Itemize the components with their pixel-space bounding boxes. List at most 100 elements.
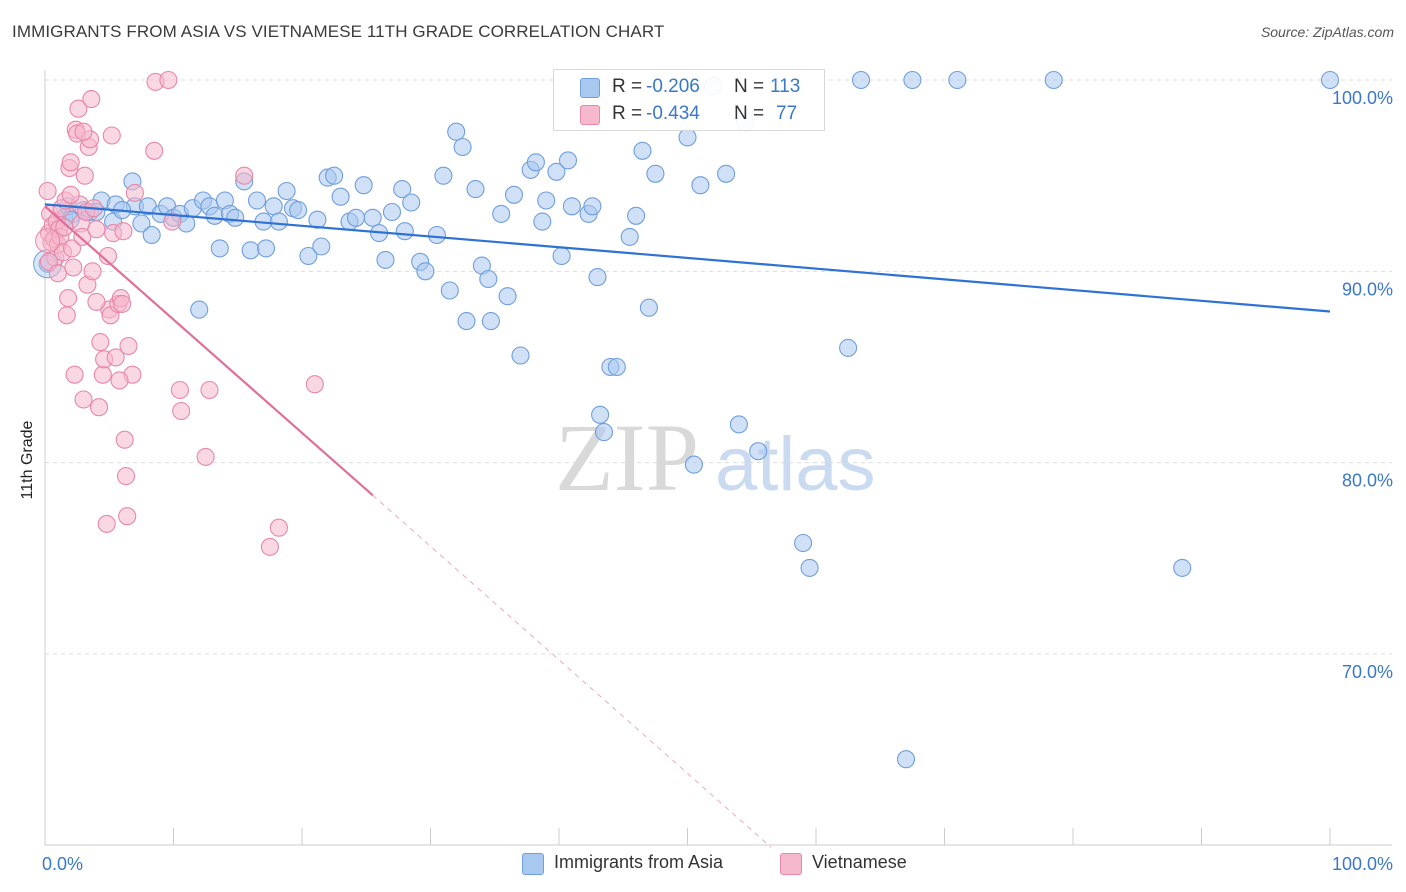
data-point <box>114 222 133 241</box>
data-point <box>363 208 382 227</box>
data-point <box>479 269 498 289</box>
data-point <box>395 222 414 241</box>
data-point <box>247 191 267 210</box>
legend-swatch-pink <box>580 105 600 125</box>
bottom-legend-swatch-blue <box>522 853 544 875</box>
data-point <box>308 210 327 229</box>
data-point <box>97 514 116 533</box>
data-point <box>91 333 110 352</box>
data-point <box>82 90 101 109</box>
data-point <box>163 212 182 231</box>
data-point <box>65 365 84 384</box>
legend-row-vietnamese: R = -0.434 N = 77 <box>554 101 824 127</box>
data-point <box>64 258 83 277</box>
data-point <box>729 415 748 434</box>
data-point <box>106 348 125 367</box>
data-point <box>269 212 288 231</box>
data-point <box>325 166 344 185</box>
source-credit: Source: ZipAtlas.com <box>1260 24 1394 40</box>
data-point <box>305 375 324 394</box>
y-tick-label: 100.0% <box>1332 88 1393 108</box>
data-point <box>498 287 517 306</box>
data-point <box>382 202 402 222</box>
data-point <box>594 423 614 442</box>
data-point <box>1044 70 1063 90</box>
data-point <box>678 128 697 147</box>
data-point <box>607 357 626 377</box>
data-point <box>896 750 916 769</box>
data-point <box>289 201 308 220</box>
axes <box>44 70 1392 846</box>
series-vietnamese <box>35 70 324 556</box>
data-point <box>125 183 144 202</box>
data-point <box>38 181 57 201</box>
data-point <box>83 262 102 281</box>
data-point <box>61 185 80 204</box>
y-tick-label: 80.0% <box>1342 471 1393 491</box>
data-point <box>312 237 331 256</box>
data-point <box>558 151 578 170</box>
data-point <box>59 289 78 308</box>
data-point <box>159 70 178 90</box>
data-point <box>256 239 276 258</box>
legend-n-value: 77 <box>776 103 798 124</box>
data-point <box>591 405 610 424</box>
data-point <box>74 390 93 409</box>
data-point <box>241 241 260 260</box>
legend-n-label: N = <box>734 103 765 124</box>
data-point <box>69 99 88 118</box>
trend-line-asia <box>44 203 1331 313</box>
data-point <box>457 312 476 331</box>
bottom-legend-label-asia: Immigrants from Asia <box>554 852 724 872</box>
data-point <box>537 191 556 210</box>
trend-line-vietnamese-extension <box>372 494 772 848</box>
data-point <box>93 365 112 384</box>
data-point <box>73 227 92 246</box>
data-point <box>839 338 858 357</box>
data-point <box>196 447 215 466</box>
data-point <box>98 246 118 266</box>
data-point <box>427 225 446 245</box>
data-point <box>57 306 76 325</box>
data-point <box>691 176 710 195</box>
data-point <box>190 300 209 319</box>
data-point <box>346 208 366 227</box>
data-point <box>547 162 566 181</box>
data-point <box>113 294 132 313</box>
data-point <box>481 312 500 331</box>
correlation-legend: R = -0.206 N = 113 R = -0.434 N = 77 <box>553 69 825 131</box>
data-point <box>110 371 129 390</box>
data-point <box>533 212 552 231</box>
data-point <box>61 153 80 172</box>
data-point <box>210 239 229 258</box>
data-point <box>116 467 136 486</box>
data-point <box>35 228 61 254</box>
data-point <box>511 346 530 365</box>
trend-lines <box>44 203 1331 848</box>
data-point <box>142 225 161 245</box>
data-point <box>717 164 736 183</box>
data-point <box>200 380 219 400</box>
data-point <box>115 430 134 449</box>
y-tick-label: 90.0% <box>1342 279 1393 299</box>
data-point <box>145 141 164 160</box>
watermark-atlas: atlas <box>715 422 876 507</box>
data-point <box>453 137 472 157</box>
legend-row-asia: R = -0.206 N = 113 <box>554 74 824 100</box>
legend-swatch-blue <box>580 78 600 98</box>
data-point <box>172 401 191 421</box>
data-point <box>794 533 813 553</box>
data-point <box>402 193 421 212</box>
data-point <box>627 206 646 225</box>
data-point <box>526 153 545 172</box>
data-point <box>376 250 395 269</box>
data-point <box>440 281 459 300</box>
data-point <box>588 268 607 287</box>
data-point <box>639 298 658 317</box>
data-point <box>62 239 82 258</box>
x-tick-label-max: 100.0% <box>1332 854 1393 874</box>
data-point <box>948 70 967 90</box>
data-point <box>260 537 279 556</box>
data-point <box>74 122 93 141</box>
data-point <box>749 442 768 461</box>
